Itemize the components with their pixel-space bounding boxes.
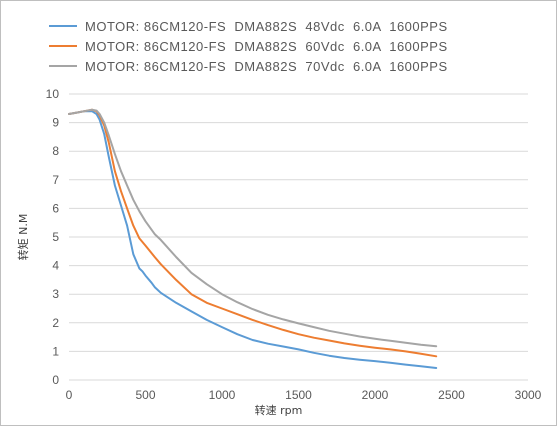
y-tick-label: 4	[52, 259, 59, 273]
x-tick-label: 2000	[362, 388, 389, 402]
y-tick-label: 2	[52, 316, 59, 330]
x-tick-label: 3000	[515, 388, 542, 402]
series-line-1	[68, 110, 438, 369]
y-tick-label: 5	[52, 230, 59, 244]
y-tick-label: 1	[52, 344, 59, 358]
series-line-3	[68, 108, 438, 348]
y-tick-label: 9	[52, 116, 59, 130]
y-axis-title: 转矩 N.M	[16, 214, 30, 261]
y-tick-label: 10	[46, 87, 60, 101]
y-tick-label: 6	[52, 201, 59, 215]
legend-label-3: MOTOR: 86CM120-FS DMA882S 70Vdc 6.0A 160…	[85, 59, 448, 74]
x-tick-label: 1500	[285, 388, 312, 402]
y-tick-labels: 0 1 2 3 4 5 6 7 8 9 10	[46, 87, 60, 387]
y-tick-label: 3	[52, 287, 59, 301]
x-tick-label: 0	[66, 388, 73, 402]
x-tick-label: 2500	[438, 388, 465, 402]
legend-label-2: MOTOR: 86CM120-FS DMA882S 60Vdc 6.0A 160…	[85, 39, 448, 54]
x-tick-label: 1000	[209, 388, 236, 402]
y-tick-label: 7	[52, 173, 59, 187]
x-axis-title: 转速 rpm	[255, 403, 303, 417]
gridlines	[69, 93, 528, 381]
x-tick-labels: 0 500 1000 1500 2000 2500 3000	[66, 388, 542, 402]
y-tick-label: 8	[52, 144, 59, 158]
x-tick-label: 500	[135, 388, 155, 402]
series-lines	[68, 108, 438, 369]
series-line-2	[68, 108, 438, 358]
y-tick-label: 0	[52, 373, 59, 387]
legend-label-1: MOTOR: 86CM120-FS DMA882S 48Vdc 6.0A 160…	[85, 19, 448, 34]
legend: MOTOR: 86CM120-FS DMA882S 48Vdc 6.0A 160…	[49, 19, 448, 74]
